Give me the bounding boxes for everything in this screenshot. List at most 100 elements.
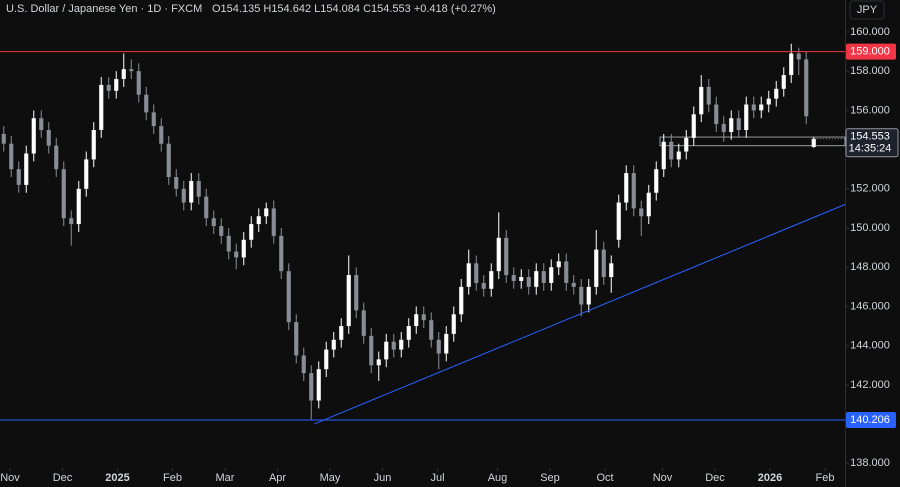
candle-body xyxy=(661,141,666,170)
candle-body xyxy=(796,53,801,60)
currency-button[interactable] xyxy=(849,0,885,20)
candle-body xyxy=(789,53,794,76)
candle-body xyxy=(91,129,96,160)
candle-body xyxy=(159,126,164,144)
y-tick-label: 158.000 xyxy=(850,65,890,77)
candle-body xyxy=(181,188,186,203)
y-tick-label: 146.000 xyxy=(850,300,890,312)
candle-body xyxy=(129,69,134,72)
candle-body xyxy=(736,118,741,130)
candle-body xyxy=(99,84,104,130)
candle-body xyxy=(264,208,269,217)
x-tick-label: May xyxy=(320,472,341,484)
candle-body xyxy=(594,249,599,287)
candle-body xyxy=(196,180,201,197)
candle-body xyxy=(511,275,516,281)
x-tick-label: Dec xyxy=(705,472,725,484)
range-box xyxy=(659,136,846,147)
y-tick-label: 148.000 xyxy=(850,261,890,273)
x-tick-label: Feb xyxy=(816,472,835,484)
candle-body xyxy=(579,286,584,305)
currency-label[interactable]: JPY xyxy=(857,4,878,16)
level-tag xyxy=(846,412,896,429)
candle-body xyxy=(166,143,171,178)
candle-body xyxy=(361,310,366,336)
candle-body xyxy=(624,173,629,203)
x-tick-label: Sep xyxy=(540,472,560,484)
candle-body xyxy=(744,104,749,130)
candle-body xyxy=(451,314,456,334)
candle-body xyxy=(376,359,381,366)
candle-body xyxy=(106,84,111,91)
candle-body xyxy=(556,261,561,268)
ohlc-legend: O154.135 H154.642 L154.084 C154.553 +0.4… xyxy=(212,3,496,15)
candle-body xyxy=(684,137,689,152)
y-tick-label: 144.000 xyxy=(850,340,890,352)
chart-title: U.S. Dollar / Japanese Yen · 1D · FXCM xyxy=(6,3,202,15)
candle-body xyxy=(69,218,74,225)
candle-body xyxy=(324,349,329,370)
candle-body xyxy=(549,267,554,283)
candle-body xyxy=(219,226,224,236)
trend-line xyxy=(313,204,846,425)
x-tick-label: Oct xyxy=(596,472,613,484)
countdown-label: 14:35:24 xyxy=(849,143,892,155)
candle-body xyxy=(616,202,621,240)
candle-body xyxy=(676,151,681,160)
x-tick-label: Jul xyxy=(430,472,444,484)
candle-body xyxy=(226,235,231,252)
candle-body xyxy=(421,314,426,321)
x-tick-label: 2026 xyxy=(758,472,782,484)
x-tick-label: Nov xyxy=(653,472,673,484)
candle-body xyxy=(114,79,119,91)
candle-body xyxy=(316,369,321,401)
candle-body xyxy=(271,208,276,236)
candle-body xyxy=(466,263,471,287)
candle-body xyxy=(204,196,209,219)
last-price-label: 154.553 xyxy=(850,131,890,143)
candle-body xyxy=(459,286,464,315)
candle-body xyxy=(721,124,726,132)
candle-body xyxy=(489,271,494,289)
candle-body xyxy=(414,314,419,327)
candle-body xyxy=(286,271,291,323)
candle-body xyxy=(586,286,591,305)
candle-body xyxy=(691,114,696,138)
candle-body xyxy=(519,277,524,281)
candle-body xyxy=(189,180,194,203)
candle-body xyxy=(211,218,216,227)
candle-body xyxy=(639,208,644,217)
candle-body xyxy=(601,249,606,278)
level-label: 159.000 xyxy=(850,45,890,57)
x-tick-label: Apr xyxy=(269,472,286,484)
candle-body xyxy=(241,239,246,258)
candle-body xyxy=(39,118,44,130)
candle-body xyxy=(571,282,576,287)
last-price-tag xyxy=(845,128,899,158)
y-tick-label: 160.000 xyxy=(850,26,890,38)
candle-body xyxy=(444,333,449,354)
x-tick-label: Dec xyxy=(53,472,73,484)
candle-body xyxy=(436,339,441,354)
candle-body xyxy=(136,71,141,95)
candle-body xyxy=(804,59,809,117)
candle-body xyxy=(84,159,89,189)
y-tick-label: 156.000 xyxy=(850,104,890,116)
candle-body xyxy=(174,177,179,189)
candle-body xyxy=(249,224,254,240)
candle-body xyxy=(751,104,756,111)
candle-body xyxy=(339,326,344,340)
candle-body xyxy=(504,237,509,276)
candle-body xyxy=(151,112,156,127)
candle-body xyxy=(474,263,479,283)
candle-body xyxy=(714,104,719,125)
candle-body xyxy=(1,133,6,144)
y-tick-label: 150.000 xyxy=(850,222,890,234)
candle-body xyxy=(24,153,29,185)
candle-body xyxy=(429,320,434,340)
candle-body xyxy=(729,118,734,132)
candle-body xyxy=(301,355,306,374)
candle-body xyxy=(399,339,404,350)
